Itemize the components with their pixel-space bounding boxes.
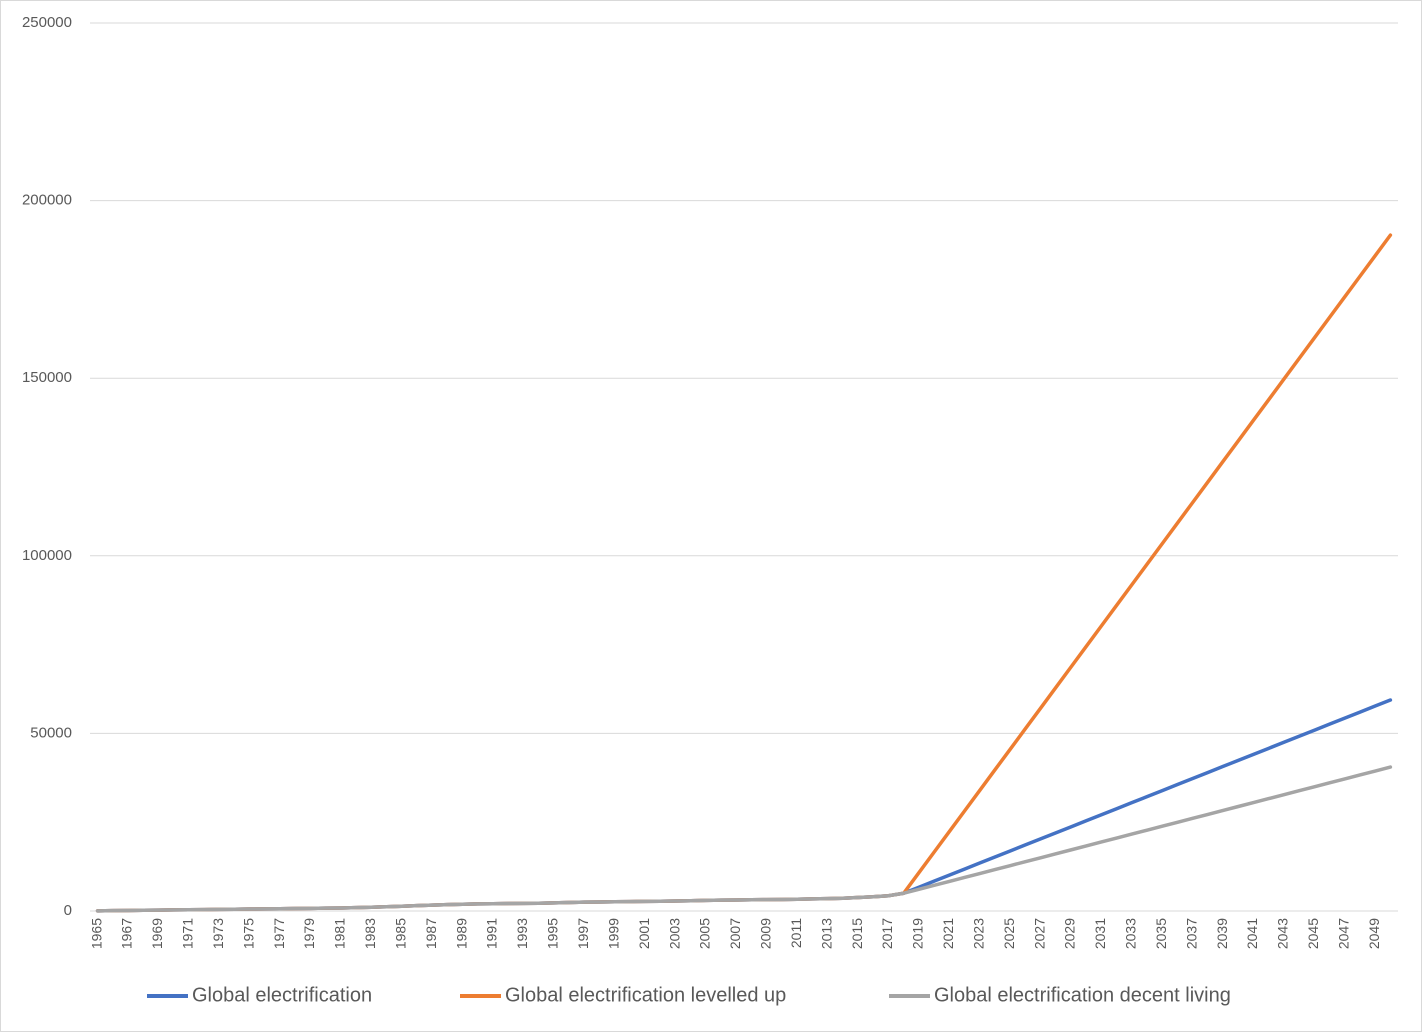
x-tick-label: 1967 — [119, 918, 135, 949]
x-tick-label: 2013 — [818, 918, 834, 949]
x-tick-label: 2029 — [1062, 918, 1078, 949]
x-tick-label: 2021 — [940, 918, 956, 949]
x-tick-label: 1985 — [392, 918, 408, 949]
x-tick-label: 2031 — [1092, 918, 1108, 949]
x-tick-label: 2017 — [879, 918, 895, 949]
x-tick-label: 1979 — [301, 918, 317, 949]
y-tick-label: 100000 — [22, 547, 72, 564]
y-tick-label: 50000 — [30, 724, 72, 741]
x-tick-label: 1997 — [575, 918, 591, 949]
x-tick-label: 1973 — [210, 918, 226, 949]
y-tick-label: 0 — [64, 902, 72, 919]
x-tick-label: 2035 — [1153, 918, 1169, 949]
x-tick-label: 2023 — [970, 918, 986, 949]
x-tick-label: 1989 — [453, 918, 469, 949]
legend-label: Global electrification — [192, 984, 372, 1006]
x-tick-label: 2037 — [1183, 918, 1199, 949]
x-tick-label: 1977 — [271, 918, 287, 949]
x-tick-label: 2009 — [758, 918, 774, 949]
x-tick-label: 2045 — [1305, 918, 1321, 949]
x-tick-label: 1995 — [545, 918, 561, 949]
y-tick-label: 200000 — [22, 192, 72, 209]
legend-label: Global electrification decent living — [934, 984, 1231, 1006]
x-tick-label: 2025 — [1001, 918, 1017, 949]
x-tick-label: 2041 — [1244, 918, 1260, 949]
x-tick-label: 2049 — [1366, 918, 1382, 949]
x-tick-label: 2001 — [636, 918, 652, 949]
x-tick-label: 2027 — [1031, 918, 1047, 949]
x-tick-label: 2005 — [697, 918, 713, 949]
y-tick-label: 150000 — [22, 369, 72, 386]
y-tick-label: 250000 — [22, 14, 72, 31]
x-tick-label: 1975 — [240, 918, 256, 949]
x-tick-label: 2019 — [910, 918, 926, 949]
legend-label: Global electrification levelled up — [505, 984, 786, 1006]
x-tick-label: 1971 — [180, 918, 196, 949]
x-tick-label: 1983 — [362, 918, 378, 949]
x-tick-label: 1991 — [484, 918, 500, 949]
x-tick-label: 1981 — [332, 918, 348, 949]
x-tick-label: 2047 — [1335, 918, 1351, 949]
x-tick-label: 2015 — [849, 918, 865, 949]
x-tick-label: 1999 — [605, 918, 621, 949]
x-tick-label: 2007 — [727, 918, 743, 949]
x-tick-label: 1965 — [88, 918, 104, 949]
x-tick-label: 2039 — [1214, 918, 1230, 949]
x-tick-label: 1969 — [149, 918, 165, 949]
x-tick-label: 2043 — [1275, 918, 1291, 949]
x-tick-label: 1993 — [514, 918, 530, 949]
x-tick-label: 1987 — [423, 918, 439, 949]
x-tick-label: 2033 — [1123, 918, 1139, 949]
x-tick-label: 2003 — [666, 918, 682, 949]
x-tick-label: 2011 — [788, 918, 804, 948]
series-line — [95, 765, 1393, 913]
